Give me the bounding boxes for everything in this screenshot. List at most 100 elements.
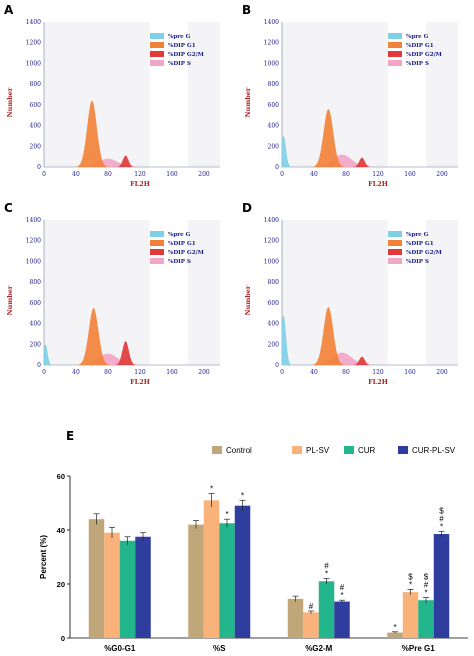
significance-mark: * bbox=[340, 591, 343, 600]
x-tick-label: 80 bbox=[342, 171, 350, 178]
histogram-peak bbox=[116, 155, 135, 167]
x-tick-label: 80 bbox=[104, 369, 112, 376]
y-tick-label: 0 bbox=[37, 362, 41, 369]
bar bbox=[188, 524, 204, 638]
x-tick-label: 160 bbox=[404, 369, 416, 376]
histogram-peak bbox=[353, 157, 371, 167]
x-tick-label: 80 bbox=[104, 171, 112, 178]
y-tick-label: 200 bbox=[30, 143, 42, 150]
y-tick-label: 1000 bbox=[26, 60, 41, 67]
x-tick-label: 160 bbox=[404, 171, 416, 178]
histogram-peak bbox=[282, 135, 292, 167]
legend-swatch bbox=[388, 231, 402, 237]
legend-label: %pre G bbox=[406, 232, 429, 238]
panel-letter: C bbox=[4, 201, 13, 215]
x-tick-label: 40 bbox=[72, 171, 80, 178]
x-tick-label: 120 bbox=[372, 171, 384, 178]
y-tick-label: 1400 bbox=[264, 19, 279, 26]
x-tick-label: 120 bbox=[372, 369, 384, 376]
legend-swatch bbox=[388, 249, 402, 255]
significance-mark: * bbox=[409, 580, 412, 589]
bar bbox=[88, 519, 105, 638]
plot-background bbox=[44, 220, 220, 365]
x-tick-label: 120 bbox=[134, 369, 146, 376]
y-axis-label: Percent (%) bbox=[39, 535, 48, 579]
y-tick-label: 1200 bbox=[264, 40, 279, 47]
bar bbox=[287, 598, 304, 638]
y-tick-label: 800 bbox=[30, 81, 42, 88]
histogram-peak bbox=[353, 356, 371, 365]
histogram-peak bbox=[115, 341, 136, 365]
y-tick-label: 400 bbox=[30, 321, 42, 328]
significance-mark: * bbox=[210, 485, 213, 494]
y-tick-label: 200 bbox=[268, 341, 280, 348]
y-tick-label: 1000 bbox=[264, 60, 279, 67]
x-tick-label: 120 bbox=[134, 171, 146, 178]
legend-swatch bbox=[150, 258, 164, 264]
histogram-peak bbox=[313, 307, 344, 365]
x-category-label: %G0-G1 bbox=[104, 644, 136, 653]
legend-swatch bbox=[150, 60, 164, 66]
y-tick-label: 600 bbox=[268, 300, 280, 307]
bar-group: * * * bbox=[188, 485, 251, 638]
y-tick-label: 800 bbox=[30, 279, 42, 286]
legend-label: %DIP G2/M bbox=[168, 250, 204, 256]
significance-mark: * bbox=[241, 491, 244, 500]
legend-swatch bbox=[388, 42, 402, 48]
y-tick-label: 1400 bbox=[26, 217, 41, 224]
x-tick-label: 80 bbox=[342, 369, 350, 376]
significance-mark: * bbox=[440, 522, 443, 531]
x-category-label: %S bbox=[213, 644, 226, 653]
y-axis-label: Number bbox=[6, 285, 14, 315]
y-tick-label: 1400 bbox=[26, 19, 41, 26]
legend-label: %pre G bbox=[168, 232, 191, 238]
x-tick-label: 200 bbox=[436, 171, 448, 178]
flow-panel-c: C 0 200 400 600 800 1000 1200 1400 0 40 80 120 160 200… bbox=[4, 201, 220, 386]
significance-mark: $ bbox=[408, 572, 413, 581]
bar bbox=[303, 612, 319, 638]
legend-label: CUR bbox=[358, 446, 376, 455]
legend-label: %DIP G2/M bbox=[168, 52, 204, 58]
legend-label: %DIP G2/M bbox=[406, 250, 442, 256]
y-tick-label: 400 bbox=[268, 123, 280, 130]
x-axis-label: FL2H bbox=[130, 378, 150, 386]
flow-panel-b: B 0 200 400 600 800 1000 1200 1400 0 40 80 120 160 200… bbox=[242, 3, 458, 188]
y-tick-label: 1000 bbox=[26, 258, 41, 265]
x-tick-label: 40 bbox=[72, 369, 80, 376]
legend-label: %DIP S bbox=[406, 61, 429, 67]
legend-swatch bbox=[292, 446, 302, 454]
y-axis-label: Number bbox=[6, 87, 14, 117]
bar bbox=[135, 536, 151, 638]
y-tick-label: 800 bbox=[268, 279, 280, 286]
legend-swatch bbox=[388, 51, 402, 57]
legend-swatch bbox=[212, 446, 222, 454]
histogram-peak bbox=[78, 308, 109, 365]
y-tick-label: 1200 bbox=[26, 238, 41, 245]
y-tick-label: 0 bbox=[275, 362, 279, 369]
y-tick-label: 60 bbox=[57, 472, 65, 481]
bar bbox=[119, 540, 136, 638]
y-tick-label: 1200 bbox=[26, 40, 41, 47]
histogram-peak bbox=[282, 315, 292, 365]
y-tick-label: 600 bbox=[30, 102, 42, 109]
significance-mark: * bbox=[325, 570, 328, 579]
y-tick-label: 0 bbox=[37, 164, 41, 171]
x-tick-label: 0 bbox=[42, 171, 46, 178]
x-axis-label: FL2H bbox=[130, 180, 150, 188]
significance-mark: # bbox=[439, 514, 444, 523]
plot-background bbox=[44, 22, 220, 167]
y-tick-label: 40 bbox=[57, 526, 65, 535]
legend-label: %DIP S bbox=[406, 259, 429, 265]
x-tick-label: 40 bbox=[310, 369, 318, 376]
plot-background bbox=[282, 22, 458, 167]
y-tick-label: 600 bbox=[268, 102, 280, 109]
bar-group: #*#*# bbox=[287, 562, 350, 638]
bar bbox=[104, 532, 120, 638]
legend-swatch bbox=[150, 51, 164, 57]
bar bbox=[203, 500, 220, 638]
legend-label: %DIP S bbox=[168, 259, 191, 265]
x-axis-label: FL2H bbox=[368, 378, 388, 386]
y-tick-label: 200 bbox=[30, 341, 42, 348]
x-tick-label: 160 bbox=[166, 171, 178, 178]
